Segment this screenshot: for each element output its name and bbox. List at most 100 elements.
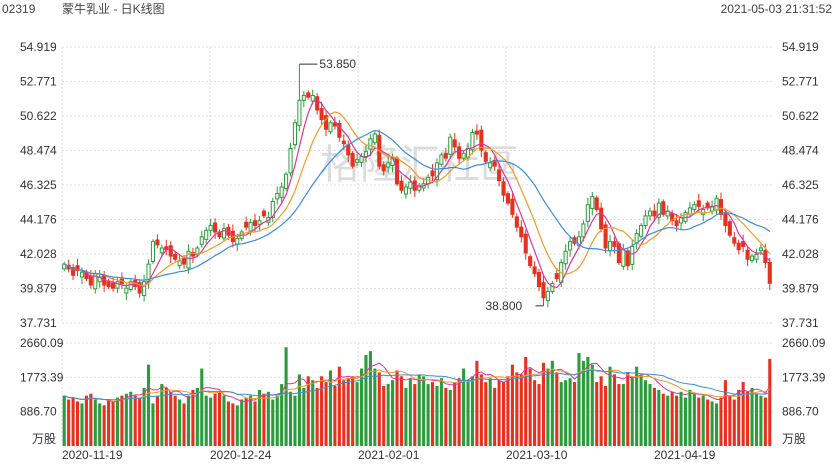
volume-bar [395,370,399,446]
price-tick-left: 54.919 [20,40,57,54]
volume-bar [346,378,350,446]
candle-body [208,225,213,231]
volume-bar [93,399,97,446]
volume-bar [191,389,195,446]
volume-bar [240,399,244,446]
volume-bar [679,391,683,446]
candle-body [71,267,76,276]
candle-body [150,241,156,263]
candle-body [705,202,710,209]
stock-code: 02319 [2,2,36,16]
volume-bar [399,376,404,446]
candle-body [749,255,755,262]
volume-bar [728,395,732,446]
volume-bar [572,382,577,446]
volume-bar [164,387,168,446]
volume-bar [741,382,745,446]
volume-bar [706,399,710,446]
x-tick-label: 2021-03-10 [506,448,568,462]
volume-bar [550,360,554,446]
candle-body [532,266,537,275]
volume-bar [435,385,439,446]
volume-bar [413,384,417,446]
candle-body [190,252,195,257]
volume-bar [524,356,528,446]
candle-body [439,154,444,165]
candle-body [142,281,147,297]
candle-body [621,249,626,267]
volume-bar [493,387,497,446]
candle-body [355,159,360,163]
volume-bar [564,380,568,446]
candle-body [337,122,342,138]
volume-bar [328,370,333,446]
price-tick-right: 37.731 [782,316,819,330]
candle-body [474,130,479,135]
volume-bar [666,395,670,446]
candle-body [510,198,515,215]
volume-bar [186,395,191,446]
volume-bar [80,403,84,446]
volume-bar [546,368,550,446]
volume-bar [324,382,328,446]
volume-bar [133,395,137,446]
candle-body [616,243,621,263]
candle-body [292,122,298,146]
volume-bar [359,368,364,446]
volume-bar [404,387,408,446]
candle-body [173,253,178,260]
candle-body [341,140,346,145]
candle-body [213,222,218,233]
volume-bar [537,384,541,446]
candle-body [155,239,160,246]
volume-bar [754,393,759,446]
candle-body [110,282,116,289]
volume-bar [368,351,372,446]
volume-bar [497,380,501,446]
price-ma20-line [63,129,771,281]
high-label: 53.850 [319,57,356,71]
candle-body [656,202,661,218]
volume-unit-left: 万股 [32,432,56,446]
candle-body [767,261,772,284]
candle-body [275,192,280,200]
volume-bar [568,378,572,446]
candle-body [235,237,240,245]
volume-bar [750,387,754,446]
volume-bar [581,360,585,446]
volume-bar [768,358,772,446]
candle-body [519,226,524,238]
candle-body [634,233,639,244]
volume-bar [555,372,559,446]
candle-body [417,184,422,191]
price-tick-right: 48.474 [782,144,819,158]
candle-body [297,99,302,126]
volume-tick-right: 886.70 [782,405,819,419]
volume-bar [501,382,506,446]
volume-bar [71,397,75,446]
volume-bar [204,395,208,446]
candle-body [261,210,266,217]
volume-bar [586,356,590,446]
candle-body [75,265,80,272]
x-tick-label: 2020-12-24 [210,448,272,462]
volume-bar [102,405,106,446]
candle-body [79,271,85,278]
price-tick-right: 52.771 [782,75,819,89]
volume-bar [408,378,412,446]
volume-bar [337,366,341,446]
volume-bar [626,372,630,446]
candle-body [412,180,417,191]
volume-bar [280,384,284,446]
volume-tick-right: 2660.09 [782,336,826,350]
candle-body [603,224,608,249]
volume-bar [475,360,479,446]
volume-bar [515,372,519,446]
volume-bar [293,395,297,446]
volume-bars [62,347,772,446]
volume-bar [155,395,159,446]
volume-bar [630,376,634,446]
volume-bar [710,401,714,446]
volume-bar [639,374,643,446]
price-tick-left: 50.622 [20,109,57,123]
